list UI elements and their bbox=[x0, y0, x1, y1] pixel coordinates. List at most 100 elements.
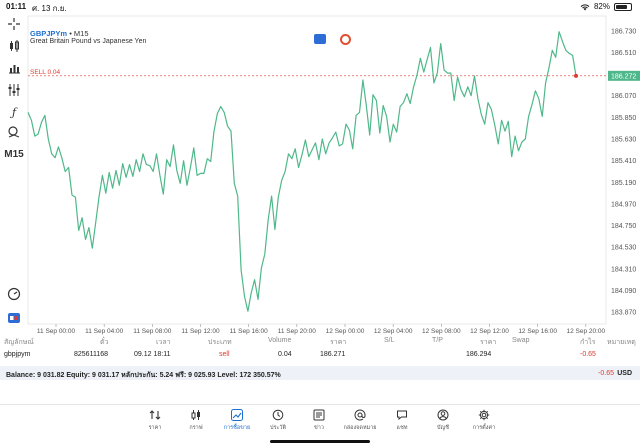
nav-quotes-label: ราคา bbox=[148, 425, 162, 431]
col-type: ประเภท bbox=[208, 339, 232, 346]
chart-toolbar: ƒ M15 bbox=[0, 14, 26, 344]
current-price-tag bbox=[608, 70, 640, 81]
chart-description: Great Britain Pound vs Japanese Yen bbox=[30, 38, 147, 45]
row-type: sell bbox=[219, 351, 230, 358]
nav-chart[interactable]: กราฟ bbox=[178, 409, 214, 432]
x-tick-label: 11 Sep 16:00 bbox=[230, 328, 269, 335]
plot-frame bbox=[27, 15, 607, 325]
x-tick-label: 11 Sep 12:00 bbox=[181, 328, 220, 335]
price-series-line bbox=[27, 31, 577, 312]
col-swap: Swap bbox=[512, 337, 530, 344]
y-tick-label: 184.530 bbox=[611, 245, 636, 252]
speedometer-icon[interactable] bbox=[6, 286, 22, 302]
y-tick-label: 185.630 bbox=[611, 137, 636, 144]
row-current-price: 186.294 bbox=[466, 351, 492, 358]
col-ticket: ตั๋ว bbox=[100, 339, 109, 346]
chart-area[interactable]: 186.730 186.510 186.272 186.070 185.850 185.6… bbox=[0, 14, 640, 348]
y-tick-label: 183.870 bbox=[611, 310, 636, 317]
nav-history-label: ประวัติ bbox=[269, 425, 287, 431]
crosshair-icon[interactable] bbox=[6, 16, 22, 32]
timeframe-button[interactable]: M15 bbox=[4, 148, 24, 160]
row-profit: -0.65 bbox=[580, 351, 596, 358]
nav-trade[interactable]: การซื้อขาย bbox=[219, 409, 255, 432]
x-tick-label: 11 Sep 00:00 bbox=[37, 328, 76, 335]
balance-bar: Balance: 9 031.82 Equity: 9 031.17 หลักป… bbox=[0, 366, 640, 380]
objects-icon[interactable] bbox=[6, 124, 22, 140]
history-icon bbox=[272, 409, 284, 421]
one-click-icon[interactable] bbox=[6, 310, 22, 326]
nav-news[interactable]: ข่าว bbox=[301, 409, 337, 432]
y-tick-label: 185.850 bbox=[611, 115, 636, 122]
sell-position-label: SELL 0.04 bbox=[30, 69, 61, 76]
y-tick-label: 184.090 bbox=[611, 288, 636, 295]
status-time: 01:11 bbox=[6, 2, 27, 11]
nav-account-label: บัญชี bbox=[437, 425, 449, 431]
y-tick-label: 186.730 bbox=[611, 28, 636, 35]
x-tick-label: 11 Sep 04:00 bbox=[85, 328, 124, 335]
col-time: เวลา bbox=[156, 339, 171, 346]
x-tick-label: 11 Sep 08:00 bbox=[133, 328, 172, 335]
chat-icon bbox=[397, 410, 407, 421]
x-tick-label: 12 Sep 20:00 bbox=[566, 328, 605, 335]
col-comment: หมายเหตุ bbox=[607, 339, 636, 346]
balance-text: Balance: 9 031.82 Equity: 9 031.17 หลักป… bbox=[6, 372, 281, 379]
account-icon bbox=[437, 409, 449, 421]
x-tick-label: 11 Sep 20:00 bbox=[278, 328, 317, 335]
x-tick-label: 12 Sep 00:00 bbox=[326, 328, 365, 335]
nav-account[interactable]: บัญชี bbox=[425, 409, 461, 432]
row-open-price: 186.271 bbox=[320, 351, 346, 358]
nav-settings[interactable]: การตั้งค่า bbox=[466, 409, 502, 432]
trade-chart-icon bbox=[231, 409, 243, 421]
nav-mailbox-label: กล่องจดหมาย bbox=[343, 425, 377, 431]
x-tick-label: 12 Sep 12:00 bbox=[470, 328, 509, 335]
at-icon bbox=[354, 409, 366, 421]
nav-trade-label: การซื้อขาย bbox=[223, 425, 251, 431]
price-chart[interactable]: 186.730 186.510 186.272 186.070 185.850 185.6… bbox=[0, 14, 640, 348]
table-row[interactable]: gbpjpym 825611168 09.12 18:11 sell 0.04 … bbox=[0, 351, 640, 363]
last-price-point bbox=[574, 73, 578, 78]
row-time: 09.12 18:11 bbox=[134, 351, 171, 358]
nav-history[interactable]: ประวัติ bbox=[260, 409, 296, 432]
current-price-box bbox=[608, 70, 640, 81]
y-tick-label: 184.750 bbox=[611, 223, 636, 230]
currency: USD bbox=[617, 370, 632, 377]
nav-chat[interactable]: แชท bbox=[384, 409, 420, 432]
function-icon[interactable]: ƒ bbox=[11, 105, 17, 119]
y-tick-label: 186.070 bbox=[611, 93, 636, 100]
signal-icon[interactable] bbox=[340, 34, 351, 45]
arrows-updown-icon bbox=[149, 410, 161, 420]
battery-icon bbox=[614, 2, 632, 11]
col-tp: T/P bbox=[432, 337, 443, 344]
chart-timeframe: M15 bbox=[73, 29, 89, 38]
x-tick-label: 12 Sep 16:00 bbox=[518, 328, 557, 335]
nav-quotes[interactable]: ราคา bbox=[137, 409, 173, 432]
gear-icon bbox=[478, 409, 490, 421]
row-volume: 0.04 bbox=[278, 351, 292, 358]
col-profit: กำไร bbox=[580, 339, 596, 346]
y-tick-label: 185.410 bbox=[611, 158, 636, 165]
chart-title: GBPJPYm • M15 bbox=[30, 29, 89, 38]
nav-mailbox[interactable]: กล่องจดหมาย bbox=[342, 409, 378, 432]
row-ticket: 825611168 bbox=[74, 351, 108, 358]
candles-icon[interactable] bbox=[6, 38, 22, 54]
col-volume: Volume bbox=[268, 337, 292, 344]
positions-header: สัญลักษณ์ ตั๋ว เวลา ประเภท Volume ราคา S… bbox=[0, 337, 640, 348]
nav-settings-label: การตั้งค่า bbox=[472, 425, 496, 431]
y-tick-label: 184.970 bbox=[611, 201, 636, 208]
indicators-icon[interactable] bbox=[6, 82, 22, 98]
bar-chart-icon[interactable] bbox=[6, 60, 22, 76]
battery-percent: 82% bbox=[593, 2, 610, 11]
x-tick-label: 12 Sep 04:00 bbox=[374, 328, 413, 335]
status-date: ศ. 13 ก.ย. bbox=[32, 4, 67, 13]
y-tick-label: 185.190 bbox=[611, 180, 636, 187]
one-click-trading-icon[interactable] bbox=[314, 34, 326, 44]
row-symbol: gbpjpym bbox=[4, 351, 31, 358]
x-tick-label: 12 Sep 08:00 bbox=[422, 328, 461, 335]
y-tick-label: 186.510 bbox=[611, 50, 636, 57]
col-sl: S/L bbox=[384, 337, 395, 344]
status-bar: 01:11 ศ. 13 ก.ย. 82% bbox=[0, 0, 640, 14]
col-current-price: ราคา bbox=[480, 339, 497, 346]
chart-symbol: GBPJPYm bbox=[30, 29, 68, 38]
nav-chart-label: กราฟ bbox=[189, 425, 203, 431]
candles-icon bbox=[191, 410, 200, 420]
